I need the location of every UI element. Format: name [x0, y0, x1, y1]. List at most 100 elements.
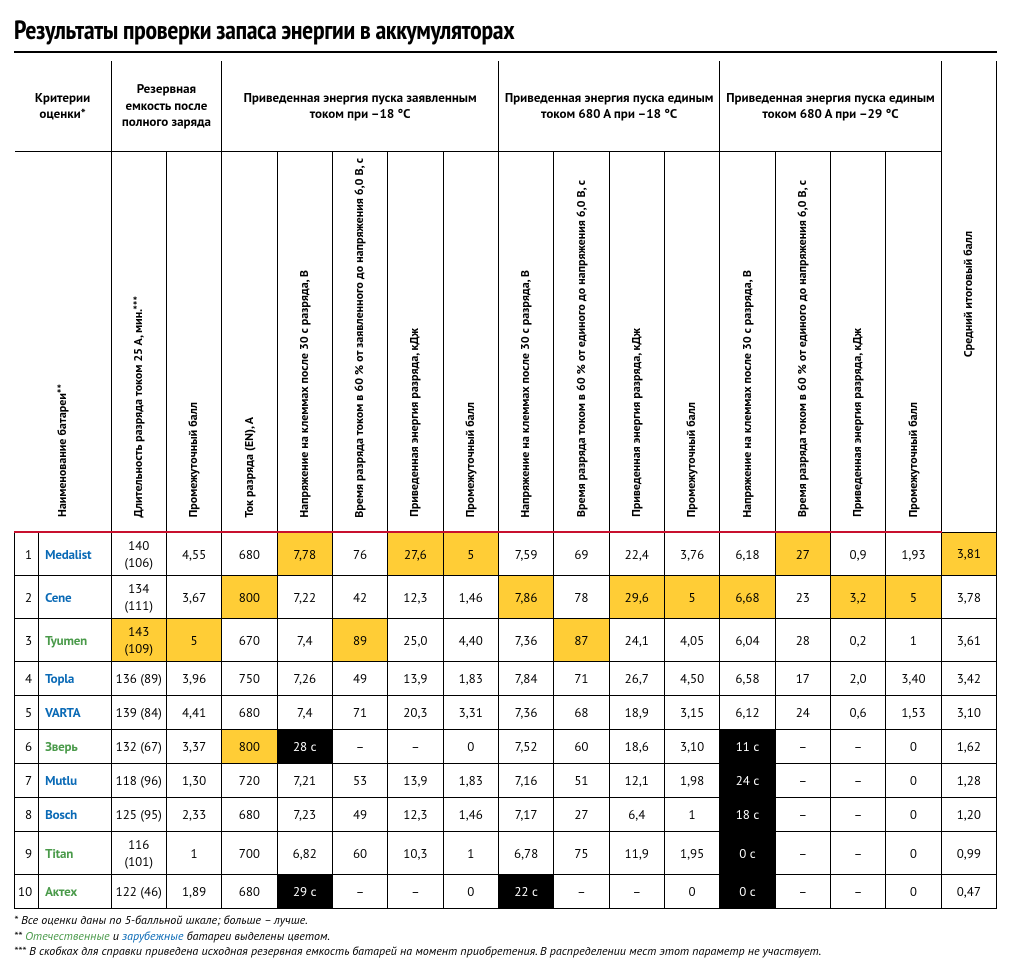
data-cell: 4,41: [166, 696, 221, 730]
data-cell: 4,40: [443, 619, 498, 662]
data-cell: 29,6: [609, 576, 664, 619]
data-cell: 7,23: [277, 798, 332, 832]
data-cell: 122 (46): [111, 875, 166, 909]
table-row: 6Зверь132 (67)3,3780028 с––07,526018,63,…: [15, 730, 997, 764]
rank-cell: 7: [15, 764, 39, 798]
data-cell: 11 с: [720, 730, 775, 764]
data-cell: 0,9: [830, 532, 885, 576]
data-cell: 17: [775, 662, 830, 696]
data-cell: 1,46: [443, 576, 498, 619]
rank-cell: 6: [15, 730, 39, 764]
data-cell: 140 (106): [111, 532, 166, 576]
data-cell: 118 (96): [111, 764, 166, 798]
data-cell: 20,3: [388, 696, 443, 730]
data-cell: 29 с: [277, 875, 332, 909]
data-cell: 0: [886, 875, 941, 909]
data-cell: 75: [554, 832, 609, 875]
data-cell: 7,59: [498, 532, 553, 576]
data-cell: 4,55: [166, 532, 221, 576]
data-cell: 6,82: [277, 832, 332, 875]
brand-cell: Bosch: [39, 798, 111, 832]
col-energy-1: Приведенная энергия разряда, кДж: [388, 151, 443, 532]
data-cell: 680: [222, 532, 277, 576]
table-row: 1Medalist140 (106)4,556807,787627,657,59…: [15, 532, 997, 576]
data-cell: 12,3: [388, 576, 443, 619]
data-cell: 720: [222, 764, 277, 798]
data-cell: 76: [332, 532, 387, 576]
data-cell: 4,05: [664, 619, 719, 662]
data-cell: 1,98: [664, 764, 719, 798]
data-cell: 3,40: [886, 662, 941, 696]
data-cell: 3,67: [166, 576, 221, 619]
data-cell: 7,22: [277, 576, 332, 619]
data-cell: 1,28: [941, 764, 996, 798]
data-cell: 7,16: [498, 764, 553, 798]
data-cell: –: [775, 832, 830, 875]
data-cell: 1,46: [443, 798, 498, 832]
data-cell: 3,42: [941, 662, 996, 696]
data-cell: 5: [664, 576, 719, 619]
data-cell: –: [775, 730, 830, 764]
rank-cell: 10: [15, 875, 39, 909]
col-score-1: Промежуточный балл: [166, 151, 221, 532]
data-cell: 3,2: [830, 576, 885, 619]
data-cell: 49: [332, 798, 387, 832]
results-table: Критерии оценки* Резервная емкость после…: [14, 61, 997, 909]
footnote-2: ** Отечественные и зарубежные батареи вы…: [14, 929, 997, 945]
table-row: 8Bosch125 (95)2,336807,234912,31,467,172…: [15, 798, 997, 832]
data-cell: 7,84: [498, 662, 553, 696]
data-cell: –: [775, 764, 830, 798]
data-cell: 6,68: [720, 576, 775, 619]
table-row: 5VARTA139 (84)4,416807,47120,33,317,3668…: [15, 696, 997, 730]
data-cell: 7,86: [498, 576, 553, 619]
data-cell: 6,4: [609, 798, 664, 832]
data-cell: –: [830, 798, 885, 832]
data-cell: 3,31: [443, 696, 498, 730]
data-cell: 12,1: [609, 764, 664, 798]
data-cell: 24,1: [609, 619, 664, 662]
data-cell: 1: [886, 619, 941, 662]
data-cell: –: [332, 730, 387, 764]
data-cell: 125 (95): [111, 798, 166, 832]
data-cell: 5: [443, 532, 498, 576]
data-cell: 7,21: [277, 764, 332, 798]
data-cell: –: [830, 832, 885, 875]
col-v30-3: Напряжение на клеммах после 30 с разряда…: [720, 151, 775, 532]
data-cell: 27: [775, 532, 830, 576]
data-cell: 0 с: [720, 832, 775, 875]
header-group-680-29: Приведенная энергия пуска единым током 6…: [720, 61, 941, 151]
data-cell: 680: [222, 875, 277, 909]
table-row: 4Topla136 (89)3,967507,264913,91,837,847…: [15, 662, 997, 696]
data-cell: 7,52: [498, 730, 553, 764]
data-cell: 18,6: [609, 730, 664, 764]
brand-cell: Topla: [39, 662, 111, 696]
rank-cell: 8: [15, 798, 39, 832]
data-cell: 78: [554, 576, 609, 619]
data-cell: 3,10: [941, 696, 996, 730]
data-cell: 7,4: [277, 619, 332, 662]
data-cell: 51: [554, 764, 609, 798]
brand-cell: Tyumen: [39, 619, 111, 662]
data-cell: 0: [886, 798, 941, 832]
header-group-680-18: Приведенная энергия пуска единым током 6…: [498, 61, 719, 151]
page-title: Результаты проверки запаса энергии в акк…: [14, 14, 997, 53]
col-t60-3: Время разряда током в 60 % от единого до…: [775, 151, 830, 532]
data-cell: 800: [222, 576, 277, 619]
header-group-reserve: Резервная емкость после полного заряда: [111, 61, 222, 151]
data-cell: –: [332, 875, 387, 909]
data-cell: 1: [664, 798, 719, 832]
data-cell: 1,95: [664, 832, 719, 875]
data-cell: 1,62: [941, 730, 996, 764]
table-row: 7Mutlu118 (96)1,307207,215313,91,837,165…: [15, 764, 997, 798]
col-duration: Длительность разряда током 25 А, мин.***: [111, 151, 166, 532]
brand-cell: Medalist: [39, 532, 111, 576]
data-cell: –: [775, 875, 830, 909]
data-cell: –: [609, 875, 664, 909]
data-cell: 87: [554, 619, 609, 662]
data-cell: 0,2: [830, 619, 885, 662]
data-cell: 42: [332, 576, 387, 619]
header-name: Наименование батареи**: [15, 151, 112, 532]
table-row: 10Актех122 (46)1,8968029 с––022 с––00 с–…: [15, 875, 997, 909]
data-cell: 49: [332, 662, 387, 696]
data-cell: 3,81: [941, 532, 996, 576]
